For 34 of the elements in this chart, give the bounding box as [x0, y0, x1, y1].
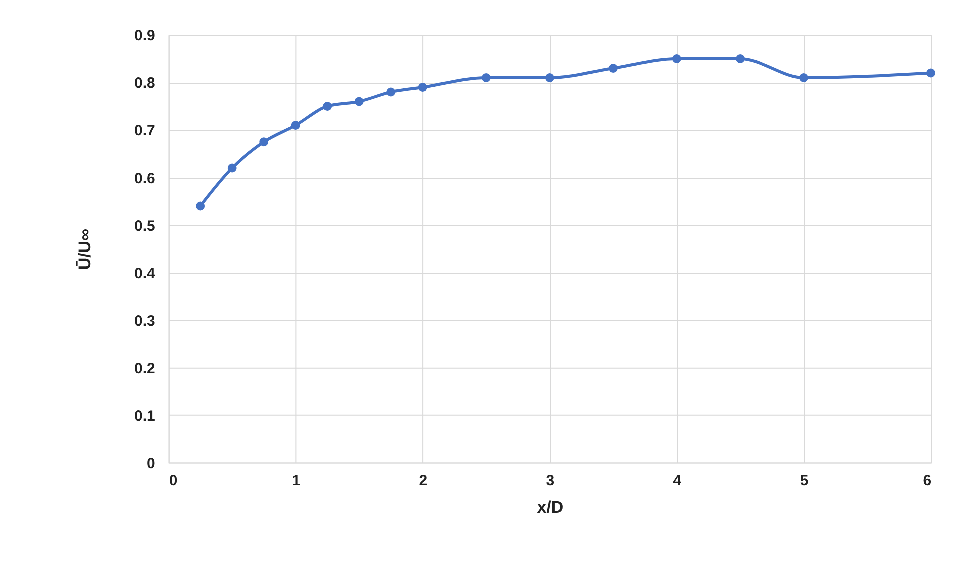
x-tick-label: 0	[169, 472, 178, 490]
x-tick-label: 4	[673, 472, 682, 490]
point	[260, 138, 269, 147]
point	[354, 97, 364, 106]
point	[323, 102, 332, 111]
y-tick-label: 0.2	[134, 360, 156, 378]
x-tick-label: 5	[800, 472, 809, 490]
point	[545, 74, 554, 82]
y-axis-title: Ū/U∞	[76, 228, 95, 270]
x-tick-label: 6	[923, 472, 932, 490]
point	[736, 54, 745, 64]
point	[672, 54, 682, 64]
y-tick-label: 0.5	[134, 218, 156, 235]
x-tick-label: 2	[419, 472, 428, 490]
point	[196, 202, 206, 211]
point	[291, 121, 300, 130]
point	[926, 68, 936, 78]
point	[418, 83, 428, 92]
point	[386, 88, 396, 97]
y-tick-label: 0	[147, 455, 156, 472]
x-tick-label: 1	[292, 472, 301, 490]
x-tick-label: 3	[546, 472, 555, 490]
x-axis-title: x/D	[537, 498, 564, 518]
point	[228, 164, 237, 173]
point	[482, 74, 491, 82]
y-tick-label: 0.8	[134, 75, 156, 92]
point	[800, 74, 808, 82]
y-tick-label: 0.6	[134, 170, 156, 188]
y-tick-label: 0.1	[134, 408, 156, 425]
y-tick-label: 0.4	[134, 265, 156, 282]
y-tick-label: 0.3	[134, 312, 156, 330]
point	[608, 64, 618, 73]
y-tick-label: 0.9	[134, 28, 156, 45]
y-tick-label: 0.7	[134, 122, 156, 140]
